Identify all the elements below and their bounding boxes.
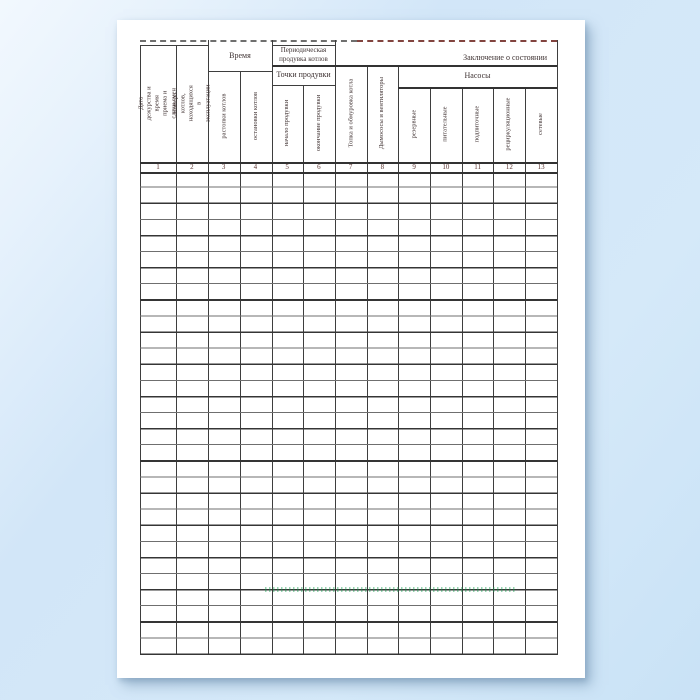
col-header-firing-time: растопки котлов: [219, 94, 227, 139]
grid-line: [272, 85, 335, 86]
grid-line: [398, 87, 557, 89]
column-number: 2: [190, 163, 194, 171]
header-pumps-label: Насосы: [464, 71, 491, 81]
col-header-furnace-brickwork: Топка и обмуровка котла: [346, 79, 354, 148]
header-blowdown-points: Точки продувки: [272, 65, 335, 85]
column-number: 6: [317, 163, 321, 171]
col-header-pumps-feed: питательные: [441, 106, 449, 143]
col-header-blowdown-end: окончание продувки: [314, 95, 322, 152]
header-time: Время: [208, 40, 272, 71]
column-number: 5: [285, 163, 289, 171]
column-number: 12: [505, 163, 513, 171]
grid-line: [272, 45, 335, 46]
header-periodic-blowdown: Периодическая продувка котлов: [272, 45, 335, 65]
table-body-rows: [140, 172, 557, 655]
column-number: 9: [412, 163, 416, 171]
header-blowdown-points-label: Точки продувки: [276, 70, 331, 80]
header-time-label: Время: [229, 50, 251, 60]
dashed-top-border: [140, 40, 357, 42]
header-pumps: Насосы: [398, 65, 557, 87]
grid-line: [140, 45, 208, 46]
header-conclusion-label: Заключение о состоянии: [463, 52, 547, 62]
header-periodic-blowdown-label: Периодическая продувка котлов: [279, 45, 328, 63]
header-conclusion: Заключение о состоянии: [335, 40, 557, 65]
column-number: 3: [221, 163, 226, 171]
column-numbers-row: 1 2 3 4 5 6 7 8 9 10 11 12 13: [140, 162, 557, 172]
column-number: 11: [474, 163, 481, 171]
column-number: 10: [442, 163, 450, 171]
watermark: [265, 587, 515, 592]
col-header-exhausters-fans: Дымососы и вентиляторы: [378, 77, 386, 150]
col-header-pumps-network: сетевые: [536, 113, 544, 136]
grid-line: [208, 71, 272, 72]
dashed-top-border-red: [357, 40, 557, 42]
document-page: Время Периодическая продувка котлов Точк…: [117, 20, 585, 678]
col-header-blowdown-start: начало продувки: [283, 100, 291, 147]
col-header-boiler-numbers: Номера котлов, находящихся в эксплуатаци…: [171, 84, 212, 123]
col-header-stop-time: остановки котлов: [251, 92, 259, 141]
grid-line: [140, 162, 557, 164]
column-number: 7: [348, 163, 353, 171]
grid-line: [557, 40, 558, 655]
column-number: 4: [253, 163, 258, 171]
col-header-pumps-recirculation: рециркуляционные: [504, 97, 512, 152]
col-header-pumps-reserve: резервные: [409, 110, 417, 139]
col-header-pumps-makeup: подпиточные: [473, 106, 481, 143]
grid-line: [272, 65, 557, 67]
column-number: 1: [156, 163, 160, 171]
column-number: 8: [380, 163, 385, 171]
column-number: 13: [537, 163, 545, 171]
